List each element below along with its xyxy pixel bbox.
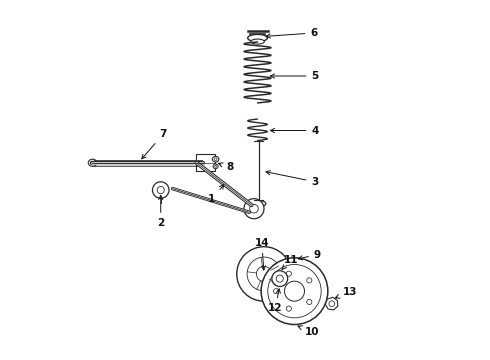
Bar xyxy=(196,154,215,171)
Polygon shape xyxy=(325,297,338,310)
Circle shape xyxy=(261,258,328,324)
Text: 3: 3 xyxy=(266,171,318,187)
Text: 12: 12 xyxy=(268,289,283,314)
Text: 5: 5 xyxy=(270,71,318,81)
Circle shape xyxy=(152,182,169,198)
Circle shape xyxy=(237,247,291,301)
Ellipse shape xyxy=(212,156,219,162)
Circle shape xyxy=(272,271,288,287)
Ellipse shape xyxy=(251,39,265,44)
Ellipse shape xyxy=(88,159,97,166)
Text: 9: 9 xyxy=(298,249,321,260)
Text: 7: 7 xyxy=(142,129,167,159)
Text: 10: 10 xyxy=(298,326,319,337)
Text: 14: 14 xyxy=(254,238,269,270)
Text: 11: 11 xyxy=(282,255,298,270)
Text: 2: 2 xyxy=(157,195,164,228)
Circle shape xyxy=(244,199,264,219)
Text: 1: 1 xyxy=(208,185,224,204)
Ellipse shape xyxy=(213,164,218,169)
Text: 4: 4 xyxy=(270,126,318,135)
Text: 13: 13 xyxy=(335,287,357,298)
Text: 6: 6 xyxy=(266,28,318,38)
Ellipse shape xyxy=(251,201,266,207)
Text: 8: 8 xyxy=(219,162,233,172)
